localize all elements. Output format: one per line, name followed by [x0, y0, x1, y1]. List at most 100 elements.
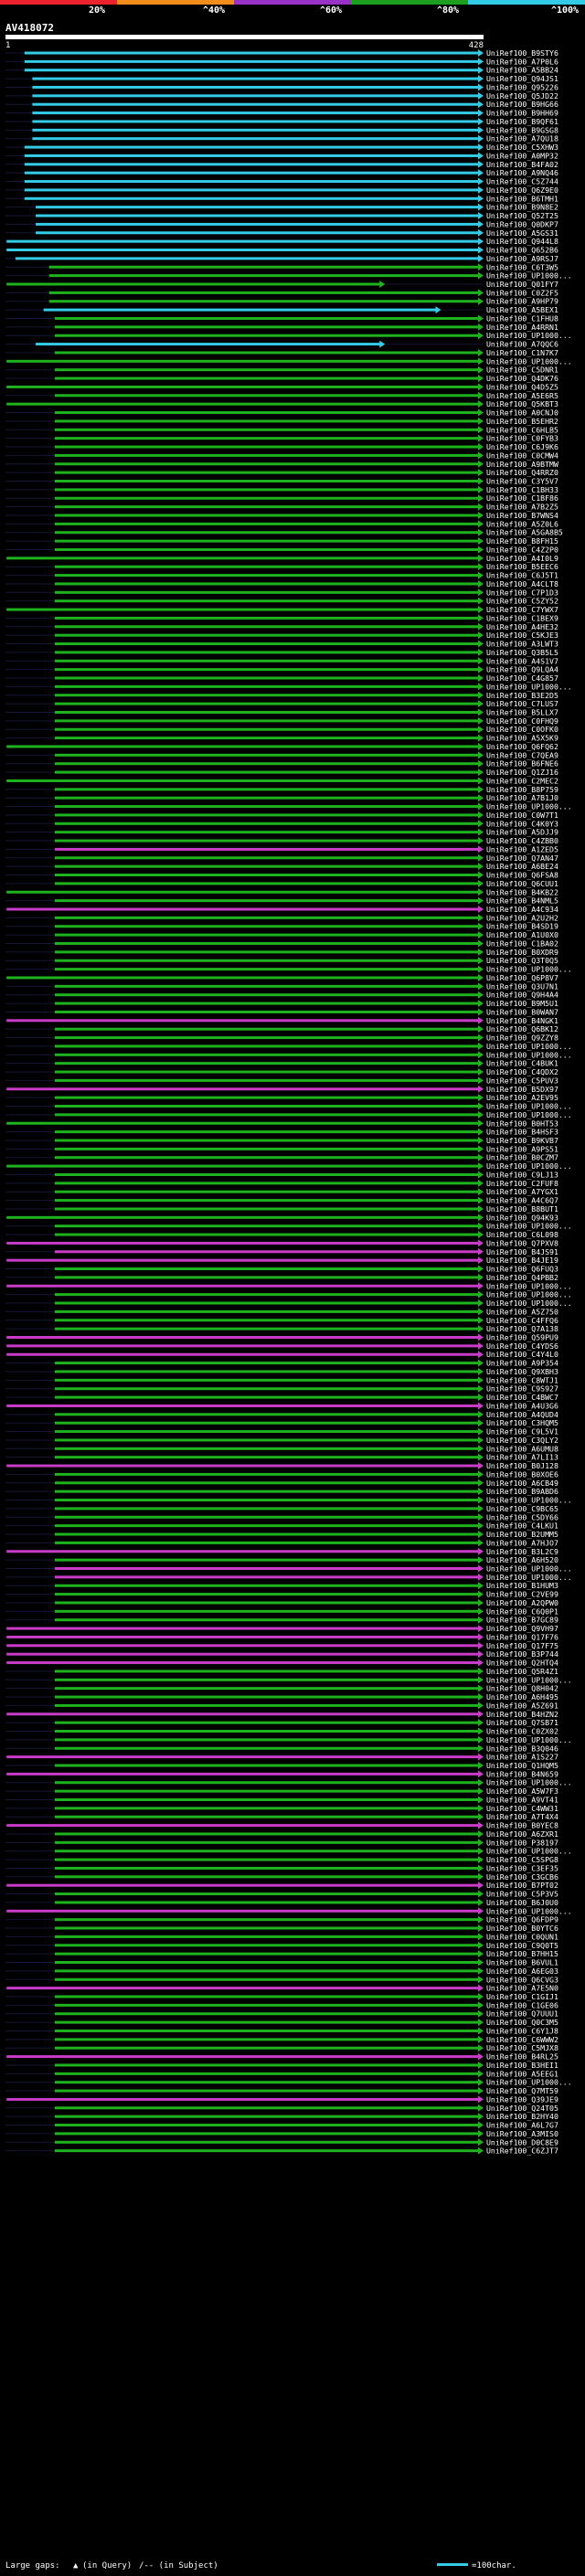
hit-arrow-icon: [478, 1821, 484, 1829]
hit-arrow-icon: [478, 1744, 484, 1753]
hit-bar: [54, 1430, 479, 1434]
hit-label: UniRef100_A2QPW0: [486, 1598, 558, 1607]
hit-label: UniRef100_A2EV95: [486, 1093, 558, 1102]
hit-bar: [54, 1139, 479, 1142]
hit-bar: [54, 2124, 479, 2127]
hit-arrow-icon: [478, 1556, 484, 1564]
hit-bar: [54, 839, 479, 843]
hit-bar: [54, 1695, 479, 1699]
hit-label: UniRef100_C0W7T1: [486, 811, 558, 820]
hit-bar: [6, 1772, 479, 1776]
hit-bar: [54, 633, 479, 637]
hit-arrow-icon: [478, 1384, 484, 1393]
hit-label: UniRef100_UP1000...: [486, 1299, 572, 1308]
hit-label: UniRef100_C4K0Y3: [486, 819, 558, 828]
hit-label: UniRef100_A4HE32: [486, 622, 558, 631]
hit-label: UniRef100_Q94K93: [486, 1213, 558, 1222]
hit-label: UniRef100_UP1000...: [486, 1161, 572, 1171]
hit-bar: [54, 916, 479, 919]
hit-bar: [54, 616, 479, 620]
hit-bar: [54, 1789, 479, 1793]
hit-arrow-icon: [478, 1693, 484, 1701]
hit-label: UniRef100_A4RRN1: [486, 323, 558, 332]
hit-arrow-icon: [478, 1351, 484, 1359]
hit-arrow-icon: [478, 1496, 484, 1504]
hit-bar: [54, 1797, 479, 1801]
hit-bar: [54, 1267, 479, 1271]
hit-arrow-icon: [478, 896, 484, 905]
hit-bar: [54, 1481, 479, 1485]
hit-label: UniRef100_C1BF86: [486, 493, 558, 503]
hit-bar: [6, 239, 479, 243]
hit-bar: [6, 890, 479, 894]
hit-bar: [54, 1918, 479, 1922]
hit-label: UniRef100_Q7AN47: [486, 853, 558, 863]
hit-arrow-icon: [478, 1778, 484, 1786]
hit-label: UniRef100_A5EEG1: [486, 2069, 558, 2078]
hit-bar: [54, 993, 479, 997]
hit-arrow-icon: [478, 1265, 484, 1273]
hit-arrow-icon: [478, 631, 484, 640]
hit-bar: [54, 1687, 479, 1691]
hit-label: UniRef100_D0C8E9: [486, 2137, 558, 2147]
hit-arrow-icon: [478, 1504, 484, 1512]
scale-segment-label: ^100%: [551, 5, 579, 16]
hit-bar: [54, 394, 479, 398]
hit-bar: [54, 1961, 479, 1965]
hit-label: UniRef100_B2HY40: [486, 2112, 558, 2121]
hit-label: UniRef100_B8FH15: [486, 536, 558, 546]
hit-label: UniRef100_A6ZXR1: [486, 1829, 558, 1839]
hit-bar: [32, 85, 480, 89]
hit-label: UniRef100_A9VT41: [486, 1795, 558, 1804]
hit-bar: [54, 1062, 479, 1065]
hit-bar: [54, 2063, 479, 2067]
hit-arrow-icon: [478, 1796, 484, 1804]
hit-arrow-icon: [478, 1427, 484, 1436]
hit-label: UniRef100_A9PS51: [486, 1144, 558, 1153]
hit-bar: [54, 1044, 479, 1048]
hit-arrow-icon: [478, 289, 484, 297]
hit-arrow-icon: [478, 1762, 484, 1769]
hit-arrow-icon: [478, 1907, 484, 1915]
hit-label: UniRef100_B9M5U1: [486, 999, 558, 1008]
hit-bar: [6, 1336, 479, 1339]
hit-label: UniRef100_B4N659: [486, 1769, 558, 1778]
hit-label: UniRef100_Q0DKP7: [486, 219, 558, 228]
scale-segment-label: 20%: [89, 5, 105, 16]
hit-arrow-icon: [478, 1128, 484, 1136]
hit-label: UniRef100_C4LKU1: [486, 1521, 558, 1531]
hit-bar: [36, 231, 480, 235]
hit-bar: [54, 1147, 479, 1150]
hit-label: UniRef100_A1ZED5: [486, 844, 558, 853]
hit-label: UniRef100_A7QU18: [486, 134, 558, 143]
hit-label: UniRef100_Q944L8: [486, 237, 558, 246]
hit-arrow-icon: [478, 1051, 484, 1059]
hit-bar: [54, 1027, 479, 1031]
hit-label: UniRef100_B4KB22: [486, 887, 558, 896]
hit-bar: [48, 265, 479, 269]
hit-bar: [54, 1413, 479, 1416]
hit-arrow-icon: [478, 391, 484, 399]
hit-bar: [54, 959, 479, 962]
hit-label: UniRef100_UP1000...: [486, 1564, 572, 1573]
hit-bar: [54, 1309, 479, 1313]
hit-bar: [54, 514, 479, 517]
hit-bar: [54, 899, 479, 903]
hit-arrow-icon: [478, 1042, 484, 1050]
hit-bar: [54, 1447, 479, 1450]
hit-label: UniRef100_B5DX97: [486, 1085, 558, 1094]
hit-label: UniRef100_C9LJ13: [486, 1170, 558, 1179]
hit-label: UniRef100_UP1000...: [486, 356, 572, 366]
hit-label: UniRef100_A3MIS0: [486, 2129, 558, 2138]
hit-bar: [54, 1250, 479, 1254]
hit-arrow-icon: [478, 1016, 484, 1024]
hit-arrow-icon: [478, 1701, 484, 1710]
hit-label: UniRef100_B3Q046: [486, 1744, 558, 1753]
hit-label: UniRef100_UP1000...: [486, 1290, 572, 1299]
hit-label: UniRef100_B4NGK1: [486, 1016, 558, 1025]
hit-label: UniRef100_B6VUL1: [486, 1958, 558, 1967]
hit-arrow-icon: [478, 477, 484, 485]
hit-bar: [54, 1575, 479, 1579]
hit-bar: [54, 1721, 479, 1724]
hit-arrow-icon: [478, 1341, 484, 1350]
